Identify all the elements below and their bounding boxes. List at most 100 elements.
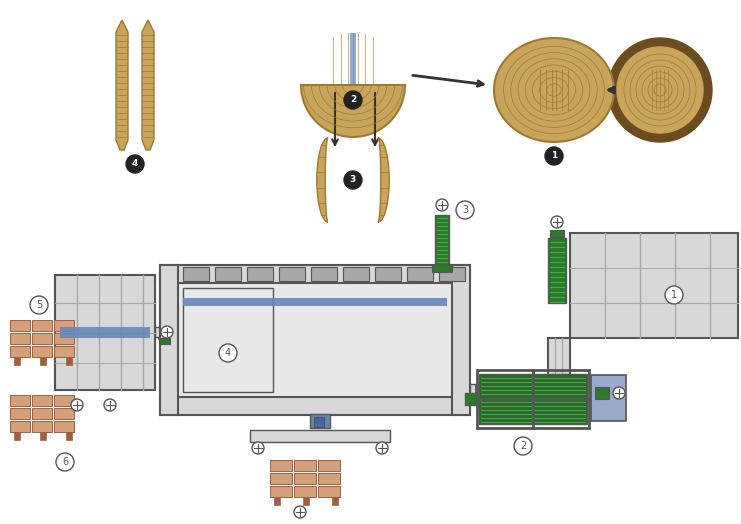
Bar (570, 233, 738, 338)
Circle shape (436, 199, 448, 211)
Bar (270, 473, 292, 484)
Circle shape (126, 155, 144, 173)
Bar (294, 473, 316, 484)
Bar (279, 267, 305, 281)
Polygon shape (116, 20, 128, 150)
Circle shape (376, 442, 388, 454)
Bar (270, 460, 292, 471)
Circle shape (617, 47, 703, 133)
Bar (66, 432, 72, 440)
Bar (32, 408, 52, 419)
Bar (294, 460, 316, 471)
Circle shape (252, 442, 264, 454)
Text: 2: 2 (520, 441, 526, 451)
Bar (183, 267, 209, 281)
Bar (160, 338, 170, 344)
Circle shape (219, 344, 237, 362)
Bar (479, 374, 587, 424)
Bar (477, 370, 589, 428)
Circle shape (551, 216, 563, 228)
Bar (475, 384, 493, 400)
Bar (215, 267, 241, 281)
Bar (32, 320, 52, 331)
Wedge shape (301, 85, 405, 137)
Bar (14, 357, 20, 365)
Bar (550, 230, 564, 237)
Circle shape (30, 296, 48, 314)
Bar (10, 421, 30, 432)
Bar (160, 265, 470, 283)
Bar (318, 486, 340, 497)
Bar (32, 346, 52, 357)
Bar (591, 375, 626, 421)
Bar (294, 486, 316, 497)
Bar (155, 327, 160, 337)
Bar (250, 430, 390, 442)
Bar (10, 346, 30, 357)
Bar (407, 267, 433, 281)
Bar (54, 408, 74, 419)
Text: 3: 3 (462, 205, 468, 215)
Bar (10, 320, 30, 331)
Bar (10, 333, 30, 344)
Circle shape (613, 387, 625, 399)
Bar (14, 432, 20, 440)
Bar (470, 384, 550, 400)
Text: 1: 1 (671, 290, 677, 300)
Circle shape (161, 326, 173, 338)
Polygon shape (378, 138, 389, 222)
Bar (310, 414, 330, 428)
Bar (465, 393, 479, 405)
Bar (274, 497, 280, 505)
Polygon shape (142, 20, 154, 150)
Bar (350, 33, 356, 85)
Bar (311, 267, 337, 281)
Bar (160, 397, 470, 415)
Bar (54, 320, 74, 331)
Bar (452, 265, 470, 415)
Bar (32, 395, 52, 406)
Bar (183, 298, 447, 306)
Bar (432, 265, 452, 272)
Bar (595, 387, 609, 399)
Bar (548, 238, 566, 303)
Circle shape (56, 453, 74, 471)
Bar (332, 497, 338, 505)
Bar (32, 333, 52, 344)
Text: 5: 5 (36, 300, 42, 310)
Bar (160, 265, 178, 415)
Ellipse shape (494, 38, 614, 142)
Bar (519, 384, 537, 400)
Circle shape (344, 91, 362, 109)
Bar (314, 417, 324, 427)
Circle shape (545, 147, 563, 165)
Circle shape (608, 38, 712, 142)
Circle shape (71, 399, 83, 411)
Bar (439, 267, 465, 281)
Text: 4: 4 (132, 159, 138, 169)
Bar (54, 395, 74, 406)
Bar (247, 267, 273, 281)
Circle shape (104, 399, 116, 411)
Bar (178, 283, 452, 397)
Bar (343, 267, 369, 281)
Bar (548, 338, 570, 423)
Circle shape (665, 286, 683, 304)
Circle shape (294, 506, 306, 518)
Polygon shape (317, 138, 328, 222)
Bar (10, 395, 30, 406)
Bar (270, 486, 292, 497)
Bar (66, 357, 72, 365)
Text: 3: 3 (350, 176, 356, 184)
Text: 6: 6 (62, 457, 68, 467)
Bar (54, 333, 74, 344)
Bar (32, 421, 52, 432)
Circle shape (456, 201, 474, 219)
Bar (497, 384, 515, 400)
Bar (183, 288, 273, 392)
Text: 1: 1 (551, 151, 557, 160)
Bar (54, 421, 74, 432)
Bar (303, 497, 309, 505)
Bar (54, 346, 74, 357)
Text: 4: 4 (225, 348, 231, 358)
